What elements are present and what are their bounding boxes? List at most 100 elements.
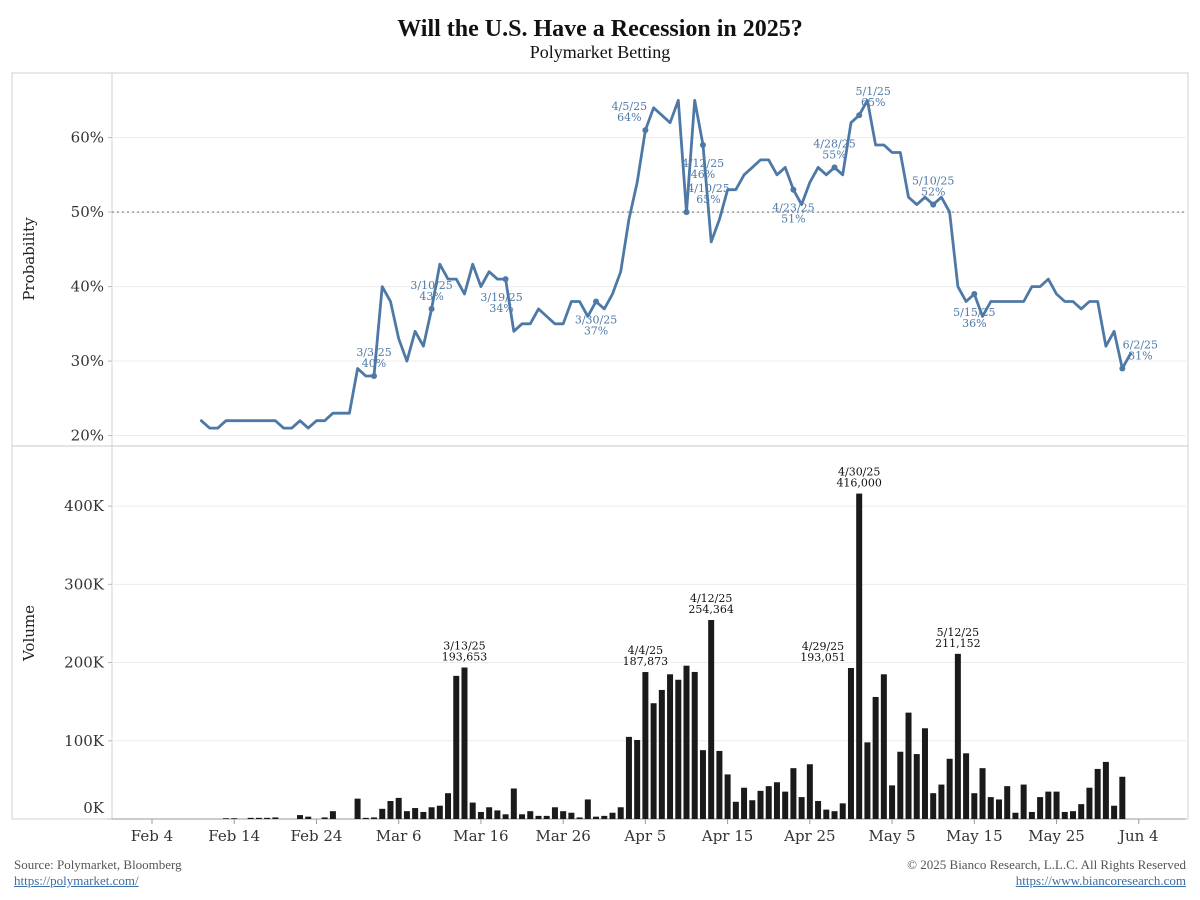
x-tick-label: May 5 [869, 827, 916, 845]
volume-bar [535, 815, 542, 819]
volume-bar [1037, 797, 1044, 819]
annotation-marker [831, 164, 838, 171]
annotation-value: 52% [921, 186, 945, 199]
annotation-date: 4/10/25 [687, 182, 729, 195]
bar-annotation-date: 4/4/25 [628, 644, 663, 657]
annotation-date: 5/1/25 [855, 85, 890, 98]
volume-bar [1102, 761, 1109, 819]
y-tick-label: 100K [64, 732, 105, 750]
volume-bar [1045, 791, 1052, 819]
annotation-date: 3/10/25 [410, 279, 452, 292]
volume-bar [963, 753, 970, 819]
annotation-marker [856, 112, 863, 119]
volume-bar [329, 811, 336, 819]
source-text: Source: Polymarket, Bloomberg [14, 857, 182, 872]
copyright-link[interactable]: https://www.biancoresearch.com [1015, 873, 1186, 888]
y-tick-label: 30% [71, 352, 104, 370]
volume-bar [913, 754, 920, 819]
x-tick-label: Mar 6 [376, 827, 422, 845]
y-tick-label: 50% [71, 203, 104, 221]
chart-title: Will the U.S. Have a Recession in 2025? [397, 16, 803, 42]
volume-bar [510, 788, 517, 819]
volume-bar [412, 808, 419, 819]
x-tick-label: Apr 15 [701, 827, 753, 845]
bar-annotation-date: 3/13/25 [443, 640, 485, 653]
y-tick-label: 400K [64, 497, 105, 515]
volume-bar [1086, 787, 1093, 819]
volume-bar [568, 812, 575, 819]
volume-bar [1028, 811, 1035, 819]
volume-bar [757, 790, 764, 819]
volume-bar [839, 803, 846, 819]
volume-bar [798, 797, 805, 819]
volume-bar [773, 782, 780, 819]
probability-line [199, 98, 1132, 430]
volume-bar [494, 810, 501, 819]
volume-bar [847, 667, 854, 819]
volume-bar [938, 784, 945, 819]
volume-bar [486, 807, 493, 819]
annotation-value: 46% [691, 168, 715, 181]
volume-bar [469, 802, 476, 819]
volume-bar [954, 653, 961, 819]
y-axis-title-probability: Probability [20, 217, 38, 301]
volume-bar [658, 689, 665, 819]
volume-bar [371, 817, 378, 819]
annotation-marker [642, 127, 649, 134]
footer-copyright: © 2025 Bianco Research, L.L.C. All Right… [907, 857, 1186, 889]
bar-annotation-value: 416,000 [836, 477, 882, 490]
volume-bar [247, 817, 254, 819]
volume-bar [749, 800, 756, 819]
annotation-marker [790, 186, 797, 193]
volume-bar [642, 672, 649, 819]
annotation-date: 3/19/25 [480, 291, 522, 304]
volume-bar [428, 807, 435, 819]
bar-annotation-value: 211,152 [935, 637, 981, 650]
volume-bar [790, 768, 797, 819]
volume-bar [601, 815, 608, 819]
bar-annotation-value: 187,873 [623, 655, 669, 668]
volume-bar [1020, 784, 1027, 819]
annotation-marker [502, 276, 509, 283]
volume-bar [995, 799, 1002, 819]
volume-bar [461, 667, 468, 819]
volume-bar [741, 787, 748, 819]
volume-bar [321, 817, 328, 819]
volume-bar [305, 816, 312, 819]
volume-bar [1012, 812, 1019, 819]
annotation-marker [428, 305, 435, 312]
annotation-date: 3/3/25 [356, 346, 391, 359]
volume-bar [634, 739, 641, 819]
x-tick-label: Mar 26 [535, 827, 590, 845]
y-tick-label: 20% [71, 427, 104, 445]
volume-bar [905, 712, 912, 819]
volume-bar [354, 798, 361, 819]
volume-bar [502, 814, 509, 819]
volume-bar [683, 665, 690, 819]
bar-annotation-date: 4/29/25 [802, 640, 844, 653]
annotation-marker [683, 209, 690, 216]
volume-bar [1078, 804, 1085, 819]
volume-bar [880, 674, 887, 819]
volume-bar [551, 807, 558, 819]
volume-bar [889, 785, 896, 819]
volume-bar [609, 812, 616, 819]
x-tick-label: Feb 24 [291, 827, 343, 845]
volume-bar [1061, 811, 1068, 819]
volume-bar [930, 793, 937, 819]
volume-bar [445, 793, 452, 819]
volume-bar [272, 817, 279, 819]
volume-bar [724, 774, 731, 819]
annotation-value: 43% [419, 290, 443, 303]
volume-bar [732, 801, 739, 819]
source-link[interactable]: https://polymarket.com/ [14, 873, 139, 888]
volume-bar [395, 797, 402, 819]
volume-bar [403, 811, 410, 819]
annotation-value: 36% [962, 317, 986, 330]
x-tick-label: Apr 5 [623, 827, 666, 845]
volume-bar [387, 801, 394, 819]
annotation-date: 5/10/25 [912, 175, 954, 188]
annotation-value: 31% [1128, 350, 1152, 363]
volume-bar [379, 808, 386, 819]
volume-bar [519, 814, 526, 819]
